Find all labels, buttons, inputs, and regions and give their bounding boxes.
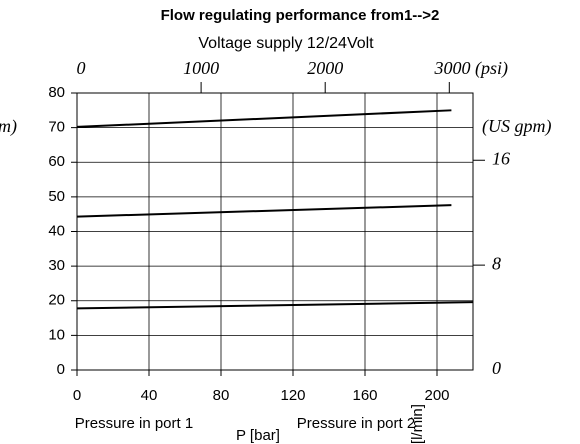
x-tick-label: 120 bbox=[280, 387, 305, 404]
annotation: Pressure in port 2 bbox=[297, 415, 415, 432]
y-tick-label: 10 bbox=[48, 326, 65, 343]
y2-tick-label: 16 bbox=[492, 148, 510, 168]
x2-tick-label: 2000 bbox=[307, 58, 343, 78]
x-tick-label: 40 bbox=[141, 387, 158, 404]
y-tick-label: 40 bbox=[48, 222, 65, 239]
y2-tick-label: 8 bbox=[492, 253, 501, 273]
chart-subtitle: Voltage supply 12/24Volt bbox=[198, 35, 374, 52]
y-axis-label: Q [l/min] bbox=[409, 404, 426, 444]
y-tick-label: 0 bbox=[57, 361, 65, 378]
flow-line bbox=[76, 109, 452, 128]
y-tick-label: 20 bbox=[48, 292, 65, 309]
x2-tick-label: 1000 bbox=[183, 58, 219, 78]
x-tick-label: 80 bbox=[213, 387, 230, 404]
y-tick-label: 50 bbox=[48, 188, 65, 205]
y-tick-label: 70 bbox=[48, 119, 65, 136]
x-tick-label: 0 bbox=[73, 387, 81, 404]
flow-line bbox=[76, 301, 474, 310]
y2-tick-label: 0 bbox=[492, 358, 501, 378]
x-axis-label: P [bar] bbox=[236, 427, 280, 444]
y-tick-label: 80 bbox=[48, 84, 65, 101]
x2-tick-label: 3000 (psi) bbox=[434, 58, 509, 79]
y2-axis-label: (US gpm) bbox=[482, 116, 552, 137]
flow-line bbox=[76, 204, 452, 218]
y-tick-label: 60 bbox=[48, 153, 65, 170]
x-tick-label: 200 bbox=[424, 387, 449, 404]
x2-tick-label: 0 bbox=[77, 58, 86, 78]
plot-frame bbox=[76, 92, 474, 371]
y-tick-label: 30 bbox=[48, 257, 65, 274]
x-tick-label: 160 bbox=[352, 387, 377, 404]
chart-title: Flow regulating performance from1-->2 bbox=[161, 7, 440, 24]
y-axis-label-cropped: m) bbox=[0, 116, 17, 137]
annotation: Pressure in port 1 bbox=[75, 415, 193, 432]
